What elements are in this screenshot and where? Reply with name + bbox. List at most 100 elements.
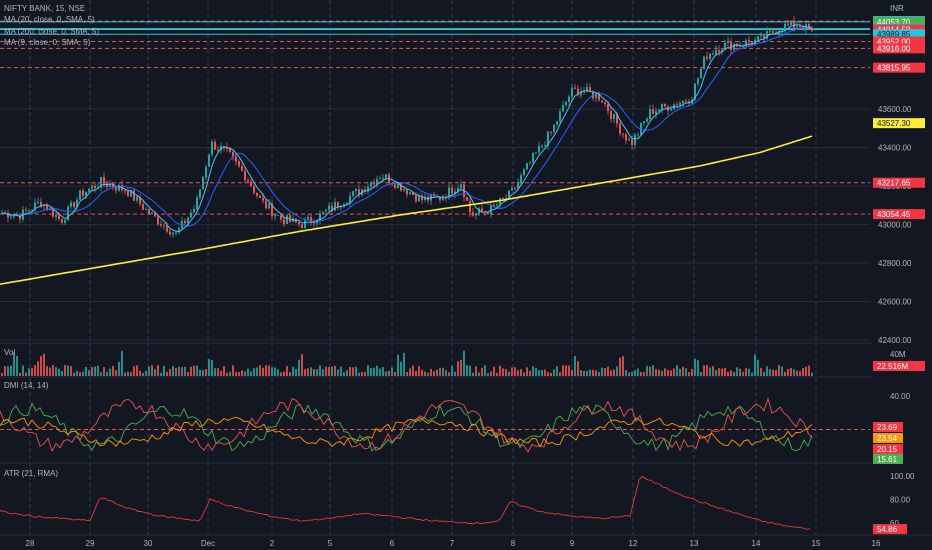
atr-legend[interactable]: ATR (21, RMA): [4, 469, 59, 478]
volume-bar: [94, 366, 96, 376]
candle-body: [676, 104, 678, 106]
candle-body: [376, 179, 378, 185]
volume-bar: [76, 371, 78, 376]
volume-bar: [421, 369, 423, 376]
volume-bar: [811, 372, 813, 376]
volume-bar: [682, 366, 684, 376]
candle-body: [613, 114, 615, 120]
candle-body: [646, 118, 648, 122]
volume-bar: [598, 372, 600, 376]
dmi-badge: [873, 454, 903, 464]
volume-bar: [223, 366, 225, 376]
candle-body: [214, 141, 216, 150]
candle-body: [343, 204, 345, 207]
volume-bar: [355, 366, 357, 376]
candle-body: [622, 133, 624, 135]
candle-body: [727, 41, 729, 43]
volume-pane[interactable]: [1, 350, 813, 376]
price-badge: [873, 36, 925, 47]
candle-body: [124, 190, 126, 192]
candle-body: [232, 151, 234, 157]
volume-bar: [67, 365, 69, 376]
candle-body: [31, 209, 33, 211]
candle-body: [28, 210, 30, 212]
volume-bar: [40, 355, 42, 376]
adx-line: [0, 416, 813, 448]
dmi-badge: [873, 433, 903, 443]
candle-body: [556, 121, 558, 125]
volume-bar: [508, 371, 510, 376]
candle-body: [328, 205, 330, 210]
ma-legend-9[interactable]: MA (9, close, 0, SMA, 5): [4, 38, 90, 47]
symbol-legend[interactable]: NIFTY BANK, 15, NSE: [4, 4, 85, 13]
price-axis[interactable]: 42400.0042600.0042800.0043000.0043200.00…: [872, 0, 932, 535]
ma-legend-20[interactable]: MA (20, close, 0, SMA, 5): [4, 15, 95, 24]
dmi-badge-label: 15.61: [877, 455, 898, 464]
candle-body: [553, 124, 555, 132]
candle-body: [85, 191, 87, 196]
vol-legend[interactable]: Vol: [4, 348, 16, 357]
ma-legend-200[interactable]: MA (200, close, 0, SMA, 5): [4, 27, 99, 36]
candle-body: [661, 103, 663, 110]
volume-bar: [442, 367, 444, 376]
volume-bar: [112, 365, 114, 376]
candle-body: [493, 204, 495, 206]
atr-pane[interactable]: [0, 475, 811, 530]
candle-body: [55, 215, 57, 217]
volume-bar: [100, 372, 102, 376]
candle-body: [787, 23, 789, 25]
dmi-pane[interactable]: [0, 397, 870, 453]
volume-bar: [283, 371, 285, 376]
candle-body: [277, 215, 279, 217]
volume-bar: [427, 372, 429, 376]
volume-bar: [535, 367, 537, 376]
candle-body: [643, 121, 645, 124]
volume-bar: [571, 369, 573, 376]
volume-bar: [553, 369, 555, 376]
volume-bar: [250, 371, 252, 376]
price-pane[interactable]: [0, 16, 870, 285]
price-badge-label: 44053.70: [877, 18, 911, 27]
candle-body: [64, 220, 66, 223]
candle-body: [58, 215, 60, 219]
candle-body: [586, 87, 588, 92]
volume-bar: [187, 371, 189, 376]
candle-body: [226, 146, 228, 148]
volume-bar: [664, 368, 666, 376]
candle-body: [448, 187, 450, 199]
candle-body: [595, 93, 597, 99]
volume-bar: [7, 366, 9, 376]
volume-bar: [91, 367, 93, 376]
candle-body: [616, 114, 618, 124]
symbol-line: NIFTY BANK, 15, NSE: [4, 4, 86, 13]
volume-bar: [457, 361, 459, 376]
volume-bar: [499, 365, 501, 376]
volume-bar: [286, 365, 288, 376]
volume-bar: [295, 369, 297, 376]
candle-body: [109, 184, 111, 187]
candle-body: [46, 204, 48, 211]
candle-body: [313, 222, 315, 224]
candle-body: [550, 131, 552, 133]
candle-body: [778, 30, 780, 35]
ma-legend-200-text: MA (200, close, 0, SMA, 5): [4, 27, 100, 36]
volume-bar: [316, 369, 318, 376]
candle-body: [415, 195, 417, 202]
volume-bar: [268, 365, 270, 376]
candle-body: [634, 134, 636, 145]
volume-bar: [373, 367, 375, 376]
candle-body: [94, 185, 96, 189]
dmi-legend[interactable]: DMI (14, 14): [4, 381, 49, 390]
candle-body: [208, 154, 210, 167]
volume-bar: [574, 355, 576, 376]
time-axis[interactable]: 28 29 30 Dec 2 5 6 7 8 9 12 13 14 15 16: [0, 534, 932, 548]
candle-body: [82, 190, 84, 196]
volume-bar: [496, 372, 498, 376]
volume-bar: [220, 370, 222, 376]
price-badge-label: 43916.00: [877, 44, 911, 53]
candle-body: [310, 217, 312, 223]
candle-body: [472, 212, 474, 216]
volume-bar: [364, 372, 366, 376]
volume-bar: [592, 369, 594, 376]
